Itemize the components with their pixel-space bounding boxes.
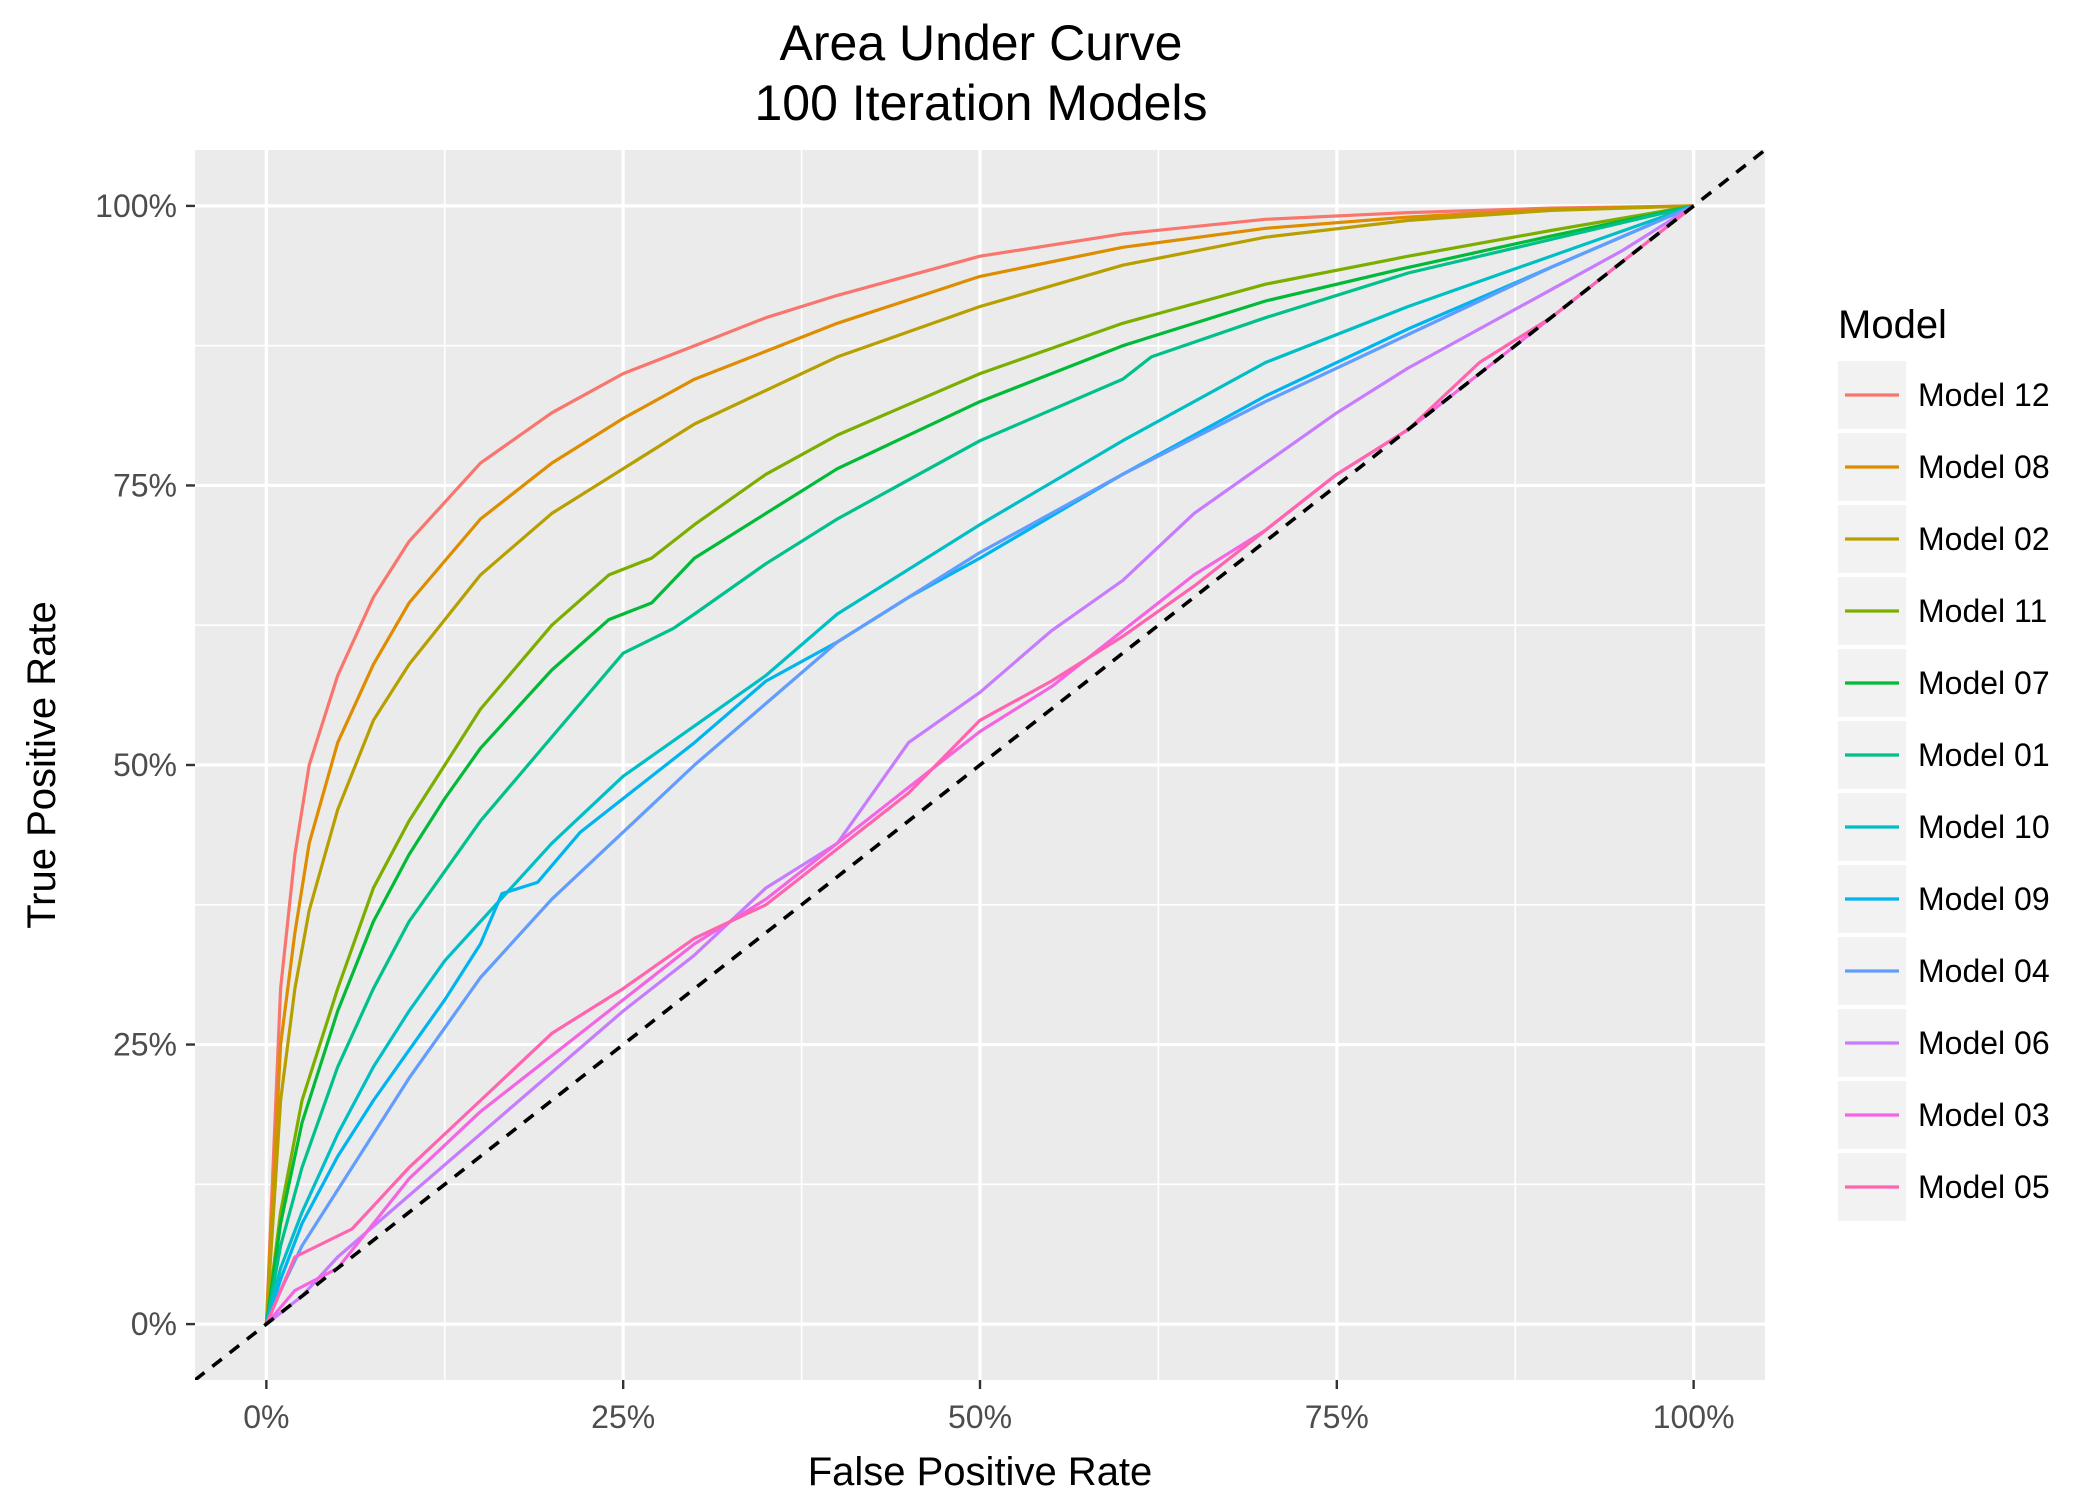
x-tick-label: 50% xyxy=(948,1399,1012,1435)
y-axis-ticks: 0% 25% 50% 75% 100% xyxy=(95,188,195,1342)
series-layer xyxy=(264,204,1695,1326)
y-tick-label: 75% xyxy=(113,467,177,503)
legend-label: Model 01 xyxy=(1918,737,2050,773)
legend-item: Model 07 xyxy=(1838,649,2050,717)
series-line xyxy=(265,204,1695,1326)
legend-label: Model 12 xyxy=(1918,377,2050,413)
y-tick-label: 0% xyxy=(131,1306,177,1342)
legend-item: Model 11 xyxy=(1838,577,2047,645)
legend-item: Model 03 xyxy=(1838,1081,2050,1149)
chart-title: Area Under Curve xyxy=(780,15,1183,71)
series-line xyxy=(264,204,1694,1325)
legend-item: Model 10 xyxy=(1838,793,2050,861)
legend-item: Model 12 xyxy=(1838,361,2050,429)
legend-item: Model 06 xyxy=(1838,1009,2050,1077)
series-line xyxy=(264,204,1695,1325)
legend-label: Model 02 xyxy=(1918,521,2050,557)
legend-label: Model 06 xyxy=(1918,1025,2050,1061)
y-axis-title: True Positive Rate xyxy=(20,601,64,929)
legend-label: Model 11 xyxy=(1918,593,2047,629)
legend-label: Model 08 xyxy=(1918,449,2050,485)
series-line xyxy=(264,204,1695,1325)
x-axis-ticks: 0% 25% 50% 75% 100% xyxy=(243,1380,1735,1435)
legend-label: Model 10 xyxy=(1918,809,2050,845)
series-line xyxy=(264,204,1694,1325)
reference-diagonal xyxy=(195,150,1765,1380)
legend-label: Model 03 xyxy=(1918,1097,2050,1133)
legend-item: Model 02 xyxy=(1838,505,2050,573)
series-line xyxy=(264,204,1694,1325)
legend-item: Model 09 xyxy=(1838,865,2050,933)
x-axis-title: False Positive Rate xyxy=(808,1450,1153,1494)
legend-item: Model 08 xyxy=(1838,433,2050,501)
y-tick-label: 50% xyxy=(113,747,177,783)
series-line xyxy=(264,204,1695,1325)
legend: Model Model 12 Model 08 Model 02 Model 11 Mo… xyxy=(1838,303,2050,1221)
legend-item: Model 01 xyxy=(1838,721,2050,789)
legend-label: Model 04 xyxy=(1918,953,2050,989)
chart-subtitle: 100 Iteration Models xyxy=(754,75,1207,131)
legend-title: Model xyxy=(1838,303,1947,347)
reference-layer xyxy=(195,150,1765,1380)
x-tick-label: 0% xyxy=(243,1399,289,1435)
legend-label: Model 09 xyxy=(1918,881,2050,917)
series-line xyxy=(264,204,1694,1325)
series-line xyxy=(264,204,1695,1325)
series-line xyxy=(264,204,1694,1325)
legend-label: Model 07 xyxy=(1918,665,2050,701)
legend-item: Model 05 xyxy=(1838,1153,2050,1221)
x-tick-label: 25% xyxy=(591,1399,655,1435)
y-tick-label: 100% xyxy=(95,188,177,224)
series-line xyxy=(264,204,1694,1325)
legend-item: Model 04 xyxy=(1838,937,2050,1005)
x-tick-label: 75% xyxy=(1305,1399,1369,1435)
legend-label: Model 05 xyxy=(1918,1169,2050,1205)
x-tick-label: 100% xyxy=(1653,1399,1735,1435)
y-tick-label: 25% xyxy=(113,1027,177,1063)
